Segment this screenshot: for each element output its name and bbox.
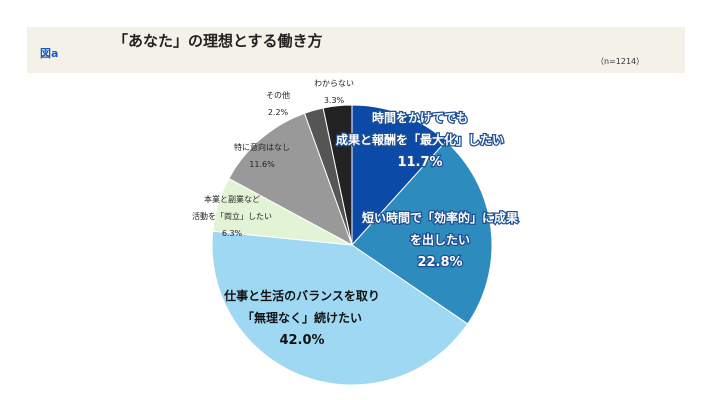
pie-slice bbox=[322, 104, 353, 246]
pie-slice bbox=[228, 112, 353, 247]
slice-value-label: 11.6% bbox=[249, 160, 275, 169]
slice-category-label: その他 bbox=[266, 90, 290, 100]
figure-label: 図a bbox=[40, 47, 59, 60]
slice-category-label: 特に意向はなし bbox=[234, 142, 290, 152]
pie-slice bbox=[211, 230, 469, 386]
slice-value-label: 2.2% bbox=[268, 108, 289, 117]
header-band bbox=[27, 27, 685, 73]
slice-category-label: 成果と報酬を「最大化」したい bbox=[336, 132, 504, 147]
sample-size: （n=1214） bbox=[596, 57, 645, 66]
pie-slice bbox=[351, 140, 493, 325]
chart-title: 「あなた」の理想とする働き方 bbox=[113, 32, 323, 50]
slice-value-label: 6.3% bbox=[222, 229, 243, 238]
slice-value-label: 3.3% bbox=[324, 96, 345, 105]
pie-slice bbox=[351, 104, 447, 247]
slice-value-label: 22.8% bbox=[417, 255, 462, 270]
slice-category-label: わからない bbox=[314, 79, 354, 88]
slice-category-label: 活動を「両立」したい bbox=[192, 211, 272, 221]
slice-value-label: 11.7% bbox=[397, 155, 442, 170]
slice-category-label: を出したい bbox=[410, 232, 470, 247]
slice-category-label: 本業と副業など bbox=[204, 194, 260, 204]
slice-value-label: 42.0% bbox=[279, 333, 324, 348]
slice-category-label: 「無理なく」続けたい bbox=[242, 310, 362, 325]
slice-category-label: 短い時間で「効率的」に成果 bbox=[362, 210, 518, 225]
slice-category-label: 仕事と生活のバランスを取り bbox=[223, 288, 380, 303]
slice-category-label: 時間をかけてでも bbox=[372, 110, 468, 125]
